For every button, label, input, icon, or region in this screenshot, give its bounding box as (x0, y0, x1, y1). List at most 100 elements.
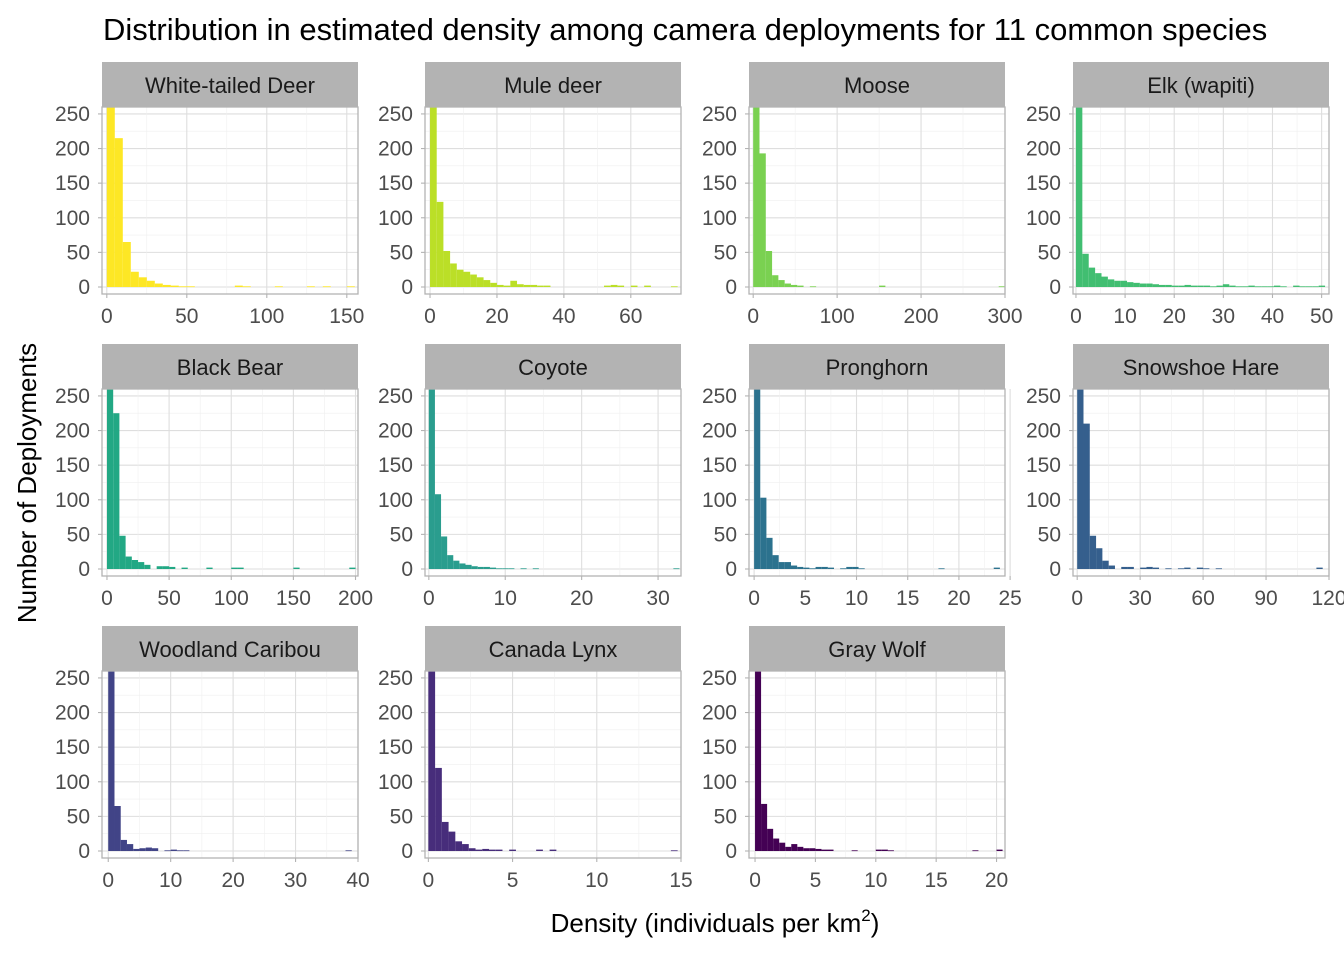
histogram-bar (772, 275, 779, 287)
histogram-bar (815, 566, 822, 569)
facet-strip (425, 626, 681, 671)
histogram-bars (428, 671, 678, 852)
y-tick-label: 100 (702, 771, 737, 794)
histogram-bar (146, 280, 155, 287)
y-tick-label: 0 (1049, 276, 1061, 299)
x-tick-label: 40 (552, 305, 575, 328)
histogram-bar (1083, 423, 1090, 569)
histogram-bar (456, 269, 464, 287)
gridlines (749, 107, 1006, 294)
histogram-bar (1095, 273, 1102, 287)
histogram-bar (1165, 568, 1172, 570)
histogram-bar (790, 565, 798, 569)
histogram-bar (274, 286, 283, 288)
histogram-bars (108, 671, 352, 852)
x-tick-label: 300 (987, 305, 1022, 328)
histogram-bar (178, 286, 187, 288)
y-tick-label: 50 (390, 805, 413, 828)
histogram-bar (1197, 285, 1204, 287)
facet-strip (749, 626, 1005, 671)
histogram-bar (345, 850, 352, 852)
y-tick-label: 100 (702, 489, 737, 512)
facet-label: Black Bear (177, 355, 283, 380)
facet-strip (102, 62, 358, 107)
histogram-bar (1077, 389, 1084, 569)
histogram-bar (169, 566, 176, 569)
facet-label: Coyote (518, 355, 588, 380)
histogram-bar (670, 286, 678, 288)
histogram-bar (1184, 284, 1191, 287)
gridlines (749, 671, 1005, 858)
y-tick-label: 50 (714, 523, 737, 546)
y-tick-label: 50 (390, 241, 413, 264)
x-tick-label: 15 (896, 587, 919, 610)
histogram-bar (1210, 286, 1217, 288)
panel-canada-lynx: Canada Lynx 0 50 100 150 200 250 0 5 10 15 (378, 626, 693, 892)
histogram-bar (772, 555, 779, 569)
histogram-bar (181, 567, 188, 569)
histogram-bars (106, 107, 355, 288)
x-tick-label: 30 (646, 587, 669, 610)
x-tick-label: 10 (845, 587, 868, 610)
histogram-bar (453, 560, 460, 569)
histogram-bar (145, 847, 152, 851)
histogram-bar (875, 849, 882, 851)
facet-strip (1073, 62, 1329, 107)
histogram-bar (322, 286, 331, 288)
histogram-bar (1261, 286, 1268, 288)
y-tick-label: 250 (55, 103, 90, 126)
facet-label: Canada Lynx (489, 637, 618, 662)
y-tick-label: 200 (378, 420, 413, 443)
histogram-bar (993, 567, 1000, 569)
histogram-bar (1152, 284, 1159, 287)
x-tick-label: 25 (998, 587, 1021, 610)
histogram-bars (106, 389, 356, 569)
histogram-bar (133, 848, 140, 851)
y-tick-label: 0 (78, 558, 90, 581)
histogram-bar (470, 274, 477, 287)
histogram-bar (119, 535, 126, 569)
histogram-bar (114, 806, 121, 851)
histogram-bar (1267, 286, 1274, 288)
histogram-bar (879, 285, 886, 287)
x-tick-label: 40 (346, 869, 369, 892)
histogram-bars (753, 107, 1005, 288)
y-tick-label: 0 (1049, 558, 1061, 581)
panel-coyote: Coyote 0 50 100 150 200 250 0 10 20 30 (378, 344, 682, 610)
histogram-bar (858, 568, 865, 570)
histogram-bar (1108, 565, 1115, 569)
histogram-bar (206, 567, 213, 569)
y-tick-label: 50 (67, 241, 90, 264)
y-tick-label: 250 (702, 385, 737, 408)
histogram-bar (428, 389, 435, 569)
y-tick-label: 150 (1026, 172, 1061, 195)
histogram-bar (759, 153, 766, 287)
histogram-bar (604, 285, 611, 287)
histogram-bar (450, 263, 457, 287)
histogram-bar (1235, 286, 1243, 288)
histogram-bar (489, 849, 496, 851)
y-tick-label: 100 (1026, 489, 1061, 512)
facet-strip (102, 344, 358, 389)
x-tick-label: 15 (924, 869, 947, 892)
histogram-bar (1203, 285, 1211, 287)
panel-border (424, 388, 682, 577)
histogram-bar (441, 536, 448, 569)
x-tick-label: 0 (423, 869, 435, 892)
y-tick-label: 50 (714, 805, 737, 828)
histogram-bar (852, 566, 859, 569)
y-tick-label: 100 (55, 771, 90, 794)
facet-label: Moose (844, 73, 910, 98)
histogram-bar (1196, 567, 1204, 569)
y-tick-label: 200 (702, 702, 737, 725)
y-tick-label: 200 (1026, 420, 1061, 443)
panel-moose: Moose 0 50 100 150 200 250 0 100 200 300 (702, 62, 1023, 328)
histogram-bar (164, 850, 171, 852)
histogram-bar (753, 107, 760, 287)
x-tick-label: 100 (249, 305, 284, 328)
y-tick-label: 0 (725, 558, 737, 581)
histogram-bar (138, 277, 147, 287)
histogram-bar (435, 767, 442, 851)
